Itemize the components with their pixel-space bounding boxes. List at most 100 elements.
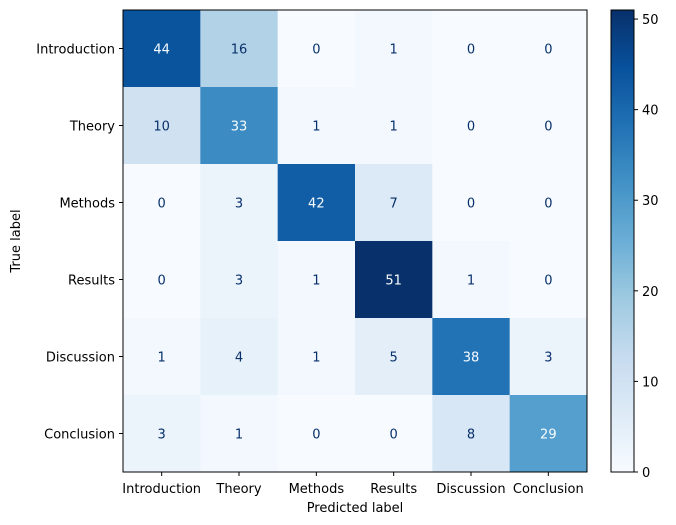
heatmap-cell bbox=[355, 10, 433, 88]
heatmap-cell bbox=[355, 164, 433, 242]
x-tick-label: Discussion bbox=[436, 482, 505, 497]
cell-value-label: 1 bbox=[467, 274, 475, 289]
x-tick-label: Theory bbox=[215, 482, 261, 497]
heatmap-cell bbox=[200, 87, 279, 165]
cell-value-label: 1 bbox=[235, 428, 243, 443]
cell-value-label: 3 bbox=[235, 197, 243, 212]
heatmap-cell bbox=[509, 10, 588, 88]
heatmap-cell bbox=[200, 395, 279, 473]
cell-value-label: 44 bbox=[153, 43, 170, 58]
cell-value-label: 38 bbox=[463, 351, 480, 366]
cell-value-label: 42 bbox=[308, 197, 325, 212]
x-axis-ticks: Introduction Theory Methods Results Discussi… bbox=[122, 472, 584, 497]
heatmap-cell bbox=[123, 395, 201, 473]
cell-value-label: 1 bbox=[312, 351, 320, 366]
cell-value-label: 10 bbox=[153, 120, 170, 135]
cell-value-label: 7 bbox=[390, 197, 398, 212]
cell-value-label: 8 bbox=[467, 428, 475, 443]
heatmap-cell bbox=[277, 241, 356, 319]
heatmap-cell bbox=[200, 241, 279, 319]
x-tick-label: Introduction bbox=[122, 482, 201, 497]
heatmap-cell bbox=[123, 10, 201, 88]
cell-value-label: 33 bbox=[231, 120, 248, 135]
heatmap-cell bbox=[509, 318, 588, 396]
cell-value-label: 16 bbox=[231, 43, 248, 58]
heatmap-cell bbox=[277, 395, 356, 473]
cell-value-label: 5 bbox=[390, 351, 398, 366]
heatmap-cell bbox=[277, 164, 356, 242]
cell-value-label: 0 bbox=[312, 43, 320, 58]
cell-value-label: 1 bbox=[390, 43, 398, 58]
cell-value-label: 0 bbox=[312, 428, 320, 443]
cell-value-label: 0 bbox=[467, 43, 475, 58]
heatmap-cells: 44 16 0 1 0 010 33 1 1 0 00 3 42 7 0 00 3 1 51 1 01 4 1 5 38 33 1 0… bbox=[123, 10, 588, 473]
x-tick-label: Results bbox=[370, 482, 417, 497]
colorbar-tick-label: 50 bbox=[642, 13, 659, 28]
heatmap-cell bbox=[432, 10, 511, 88]
heatmap-cell bbox=[432, 87, 511, 165]
cell-value-label: 3 bbox=[235, 274, 243, 289]
cell-value-label: 3 bbox=[158, 428, 166, 443]
cell-value-label: 0 bbox=[158, 274, 166, 289]
cell-value-label: 1 bbox=[390, 120, 398, 135]
y-tick-label: Conclusion bbox=[44, 428, 115, 443]
cell-value-label: 1 bbox=[312, 120, 320, 135]
heatmap-cell bbox=[432, 164, 511, 242]
heatmap-cell bbox=[509, 395, 588, 473]
cell-value-label: 4 bbox=[235, 351, 243, 366]
colorbar-frame bbox=[610, 9, 635, 473]
colorbar-tick-label: 0 bbox=[642, 466, 650, 481]
colorbar-tick-label: 20 bbox=[642, 285, 659, 300]
heatmap-cell bbox=[355, 318, 433, 396]
cell-value-label: 51 bbox=[385, 274, 402, 289]
heatmap-cell bbox=[509, 87, 588, 165]
y-tick-label: Discussion bbox=[46, 351, 115, 366]
heatmap-cell bbox=[200, 164, 279, 242]
heatmap-cell bbox=[432, 395, 511, 473]
heatmap-cell bbox=[200, 10, 279, 88]
colorbar-tick-label: 10 bbox=[642, 375, 659, 390]
colorbar bbox=[611, 10, 634, 472]
cell-value-label: 0 bbox=[467, 197, 475, 212]
heatmap-cell bbox=[355, 87, 433, 165]
cell-value-label: 3 bbox=[544, 351, 552, 366]
heatmap-cell bbox=[509, 241, 588, 319]
colorbar-tick-label: 30 bbox=[642, 194, 659, 209]
cell-value-label: 0 bbox=[544, 197, 552, 212]
heatmap-cell bbox=[355, 241, 433, 319]
cell-value-label: 0 bbox=[544, 274, 552, 289]
colorbar-tick-label: 40 bbox=[642, 104, 659, 119]
x-tick-label: Conclusion bbox=[513, 482, 584, 497]
cell-value-label: 1 bbox=[312, 274, 320, 289]
heatmap-cell bbox=[123, 318, 201, 396]
plot-frame bbox=[122, 9, 588, 473]
y-axis-ticks: Introduction Theory Methods Results Discussi… bbox=[36, 43, 123, 443]
heatmap-cell bbox=[509, 164, 588, 242]
heatmap-cell bbox=[277, 10, 356, 88]
y-axis-label: True label bbox=[9, 209, 24, 273]
x-tick-label: Methods bbox=[289, 482, 345, 497]
heatmap-cell bbox=[123, 87, 201, 165]
heatmap-cell bbox=[432, 318, 511, 396]
cell-value-label: 0 bbox=[390, 428, 398, 443]
y-tick-label: Theory bbox=[69, 120, 115, 135]
cell-value-label: 0 bbox=[544, 43, 552, 58]
y-tick-label: Methods bbox=[59, 197, 115, 212]
cell-value-label: 0 bbox=[544, 120, 552, 135]
heatmap-cell bbox=[432, 241, 511, 319]
cell-value-label: 1 bbox=[158, 351, 166, 366]
cell-value-label: 29 bbox=[540, 428, 557, 443]
heatmap-cell bbox=[355, 395, 433, 473]
cell-value-label: 0 bbox=[467, 120, 475, 135]
heatmap-cell bbox=[277, 318, 356, 396]
y-tick-label: Results bbox=[68, 274, 115, 289]
cell-value-label: 0 bbox=[158, 197, 166, 212]
heatmap-cell bbox=[123, 241, 201, 319]
heatmap-cell bbox=[123, 164, 201, 242]
colorbar-ticks: 0 10 20 30 40 50 bbox=[634, 13, 659, 481]
heatmap-cell bbox=[200, 318, 279, 396]
y-tick-label: Introduction bbox=[36, 43, 115, 58]
heatmap-cell bbox=[277, 87, 356, 165]
x-axis-label: Predicted label bbox=[307, 501, 404, 516]
